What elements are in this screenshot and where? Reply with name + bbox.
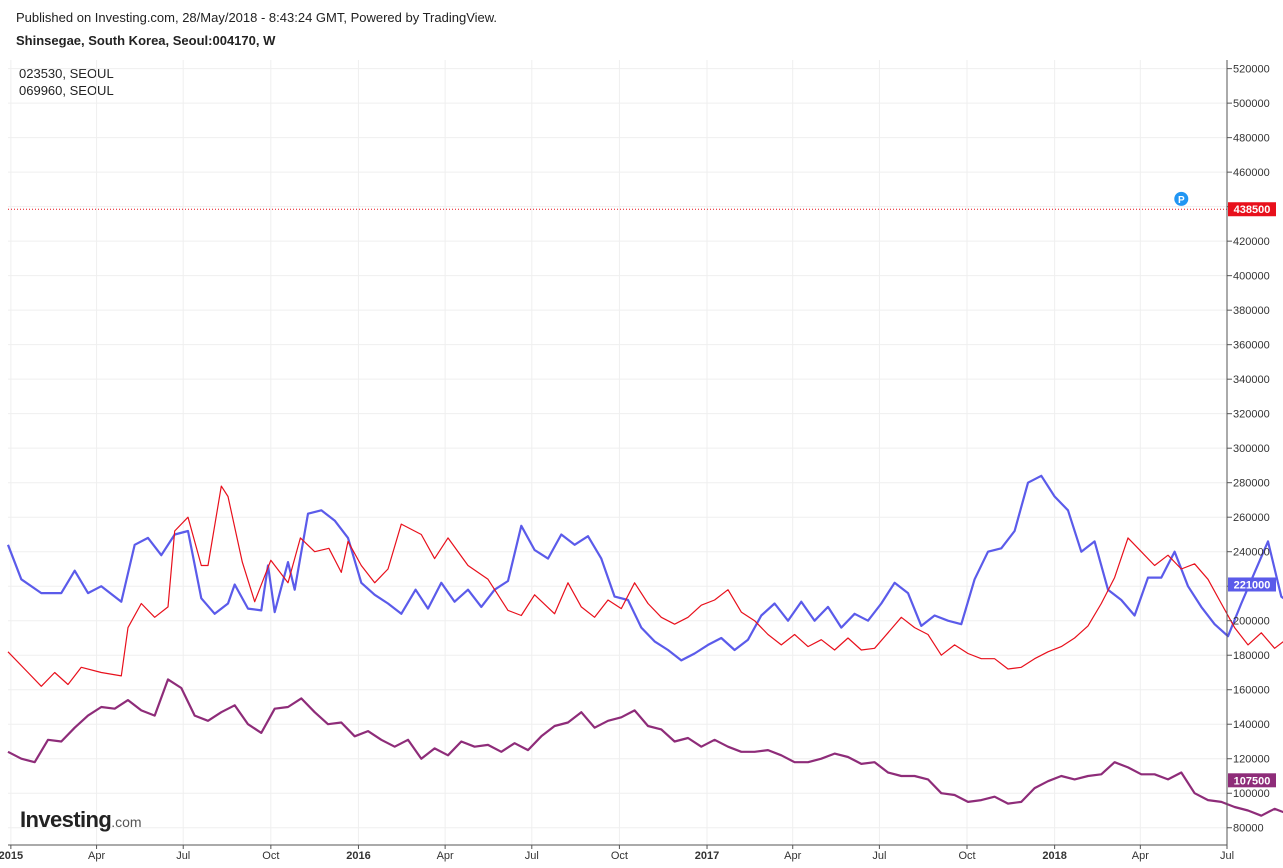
last-value-label-069960-box — [1228, 773, 1276, 788]
last-value-label-shinsegae-box — [1228, 202, 1276, 217]
y-tick-label: 140000 — [1233, 719, 1270, 731]
x-tick-label: Apr — [437, 850, 454, 862]
y-tick-label: 280000 — [1233, 478, 1270, 490]
x-tick-label: 2018 — [1042, 850, 1066, 862]
y-tick-label: 380000 — [1233, 305, 1270, 317]
y-tick-label: 260000 — [1233, 512, 1270, 524]
y-tick-label: 320000 — [1233, 409, 1270, 421]
y-tick-label: 500000 — [1233, 98, 1270, 110]
x-tick-label: Jul — [872, 850, 886, 862]
x-tick-label: Oct — [611, 850, 628, 862]
y-tick-label: 400000 — [1233, 271, 1270, 283]
series-line-069960 — [7, 678, 1283, 817]
last-value-label-069960: 107500 — [1234, 775, 1271, 787]
y-tick-label: 80000 — [1233, 823, 1264, 835]
y-tick-label: 120000 — [1233, 754, 1270, 766]
y-tick-label: 200000 — [1233, 616, 1270, 628]
x-tick-label: Oct — [958, 850, 975, 862]
y-tick-label: 340000 — [1233, 374, 1270, 386]
marker-circle — [1174, 191, 1189, 206]
y-tick-label: 180000 — [1233, 650, 1270, 662]
y-tick-label: 520000 — [1233, 64, 1270, 76]
y-tick-label: 300000 — [1233, 443, 1270, 455]
x-tick-label: Apr — [784, 850, 801, 862]
last-value-label-023530-box — [1228, 577, 1276, 592]
y-tick-label: 240000 — [1233, 547, 1270, 559]
y-tick-label: 480000 — [1233, 133, 1270, 145]
x-tick-label: Jul — [176, 850, 190, 862]
legend-023530: 023530, SEOUL — [19, 66, 114, 81]
y-tick-label: 160000 — [1233, 685, 1270, 697]
last-value-label-023530: 221000 — [1234, 579, 1271, 591]
y-tick-label: 460000 — [1233, 167, 1270, 179]
series-line-023530 — [6, 474, 1283, 662]
x-tick-label: Apr — [1132, 850, 1149, 862]
marker-label: P — [1178, 195, 1185, 206]
y-tick-label: 360000 — [1233, 340, 1270, 352]
series-line-shinsegae — [7, 485, 1283, 687]
chart-title: Shinsegae, South Korea, Seoul:004170, W — [16, 33, 276, 48]
y-tick-label: 100000 — [1233, 788, 1270, 800]
legend-069960: 069960, SEOUL — [19, 83, 114, 98]
x-tick-label: Jul — [525, 850, 539, 862]
investing-logo: Investing.com — [20, 807, 142, 832]
y-tick-label: 420000 — [1233, 236, 1270, 248]
x-tick-label: Oct — [262, 850, 279, 862]
x-tick-label: Apr — [88, 850, 105, 862]
x-tick-label: Jul — [1220, 850, 1234, 862]
x-tick-label: 2016 — [346, 850, 370, 862]
last-value-label-shinsegae: 438500 — [1234, 204, 1271, 216]
x-tick-label: 2015 — [0, 850, 23, 862]
published-note: Published on Investing.com, 28/May/2018 … — [16, 10, 498, 25]
x-tick-label: 2017 — [695, 850, 719, 862]
